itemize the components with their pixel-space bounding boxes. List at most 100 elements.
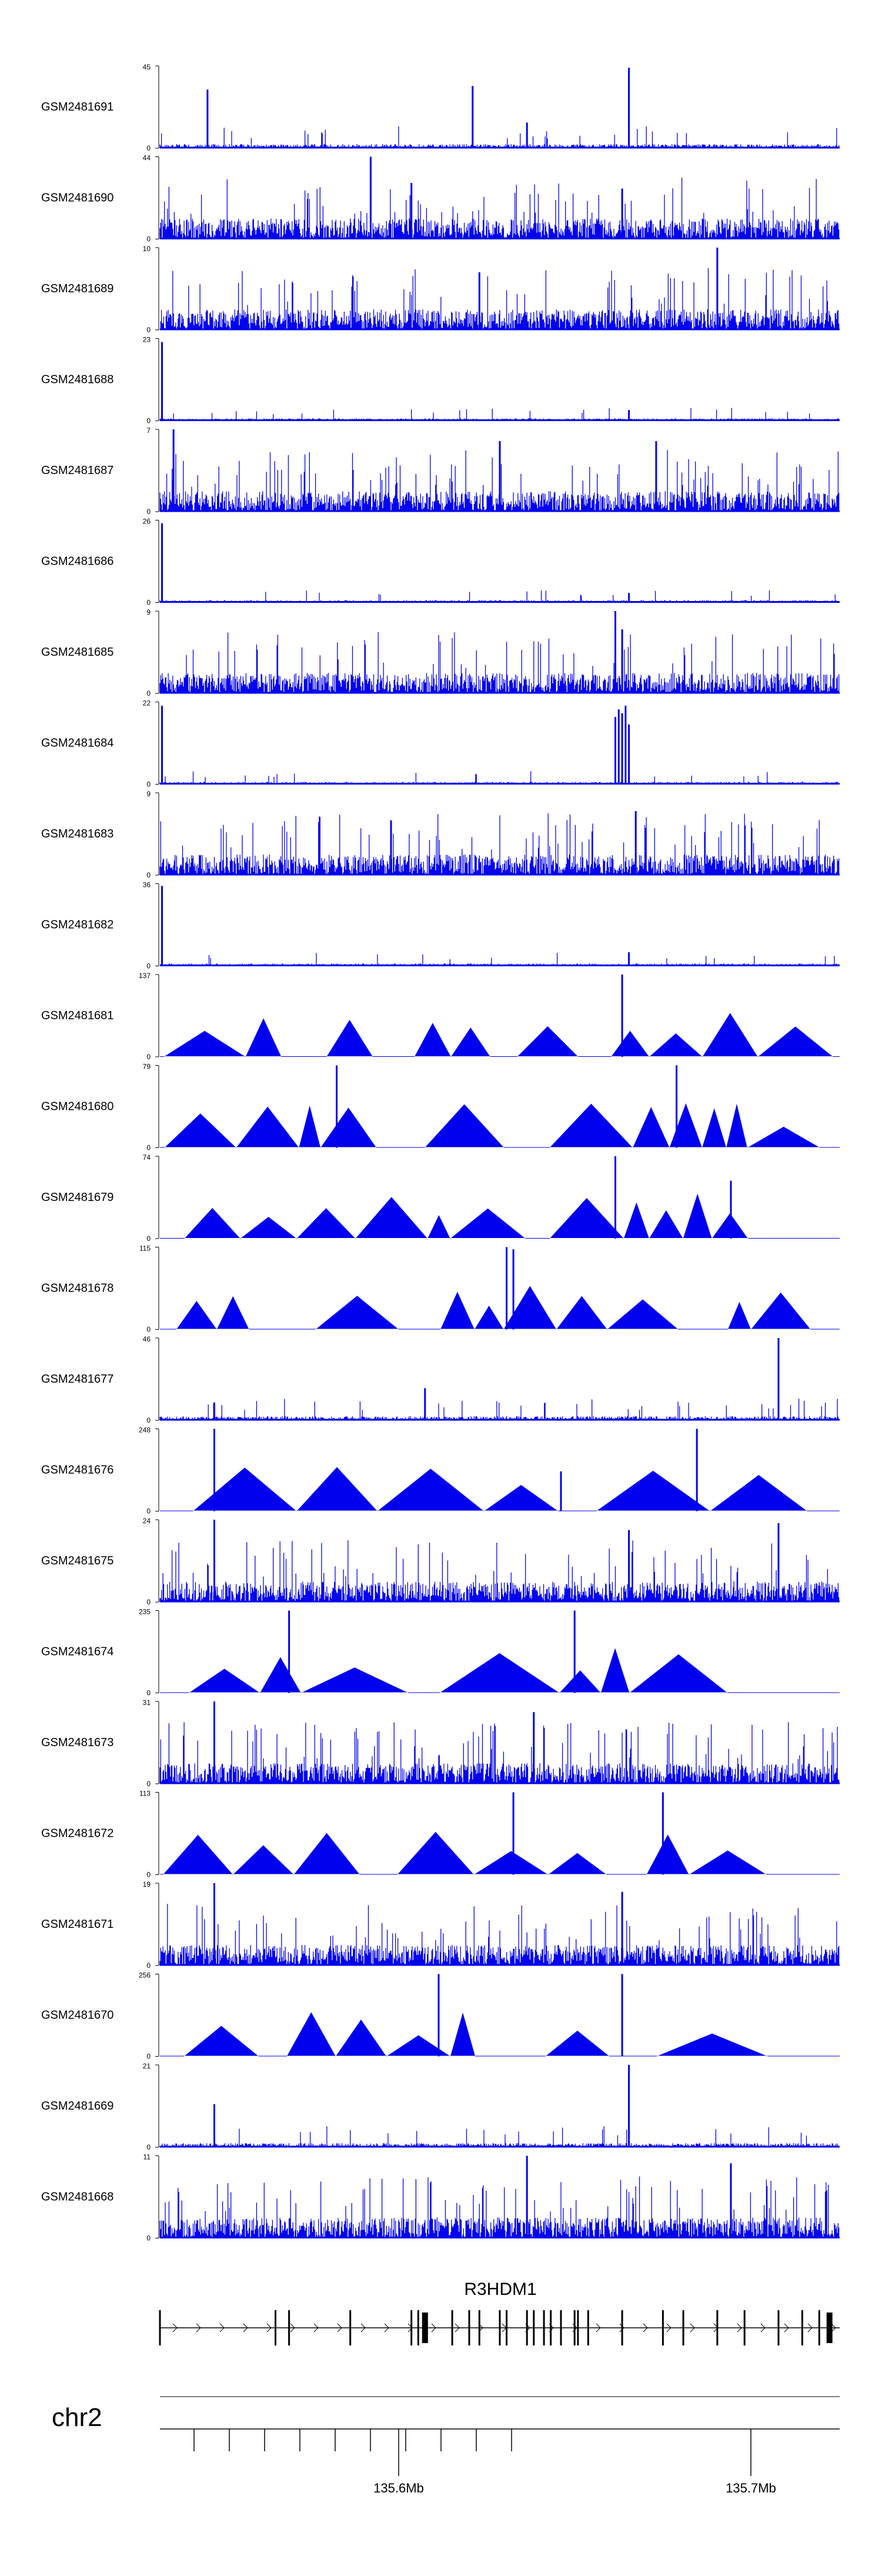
track-max-label: 256 xyxy=(139,1971,151,1980)
strand-arrow xyxy=(596,2323,601,2333)
strand-arrow xyxy=(619,2323,624,2333)
track-min-label: 0 xyxy=(146,1234,151,1243)
strand-arrow xyxy=(666,2323,671,2333)
gene-exon xyxy=(526,2310,528,2345)
track-label: GSM2481673 xyxy=(41,1736,113,1749)
gene-exon xyxy=(499,2310,501,2345)
track-GSM2481680: GSM2481680 79 0 xyxy=(41,1063,840,1152)
track-max-label: 46 xyxy=(143,1335,151,1343)
track-min-label: 0 xyxy=(146,235,151,243)
strand-arrow xyxy=(219,2323,225,2333)
track-min-label: 0 xyxy=(146,1961,151,1970)
track-max-label: 19 xyxy=(143,1880,151,1888)
strand-arrow xyxy=(243,2323,248,2333)
strand-arrow xyxy=(360,2323,366,2333)
track-min-label: 0 xyxy=(146,417,151,425)
signal-bars xyxy=(159,1904,840,1966)
track-min-label: 0 xyxy=(146,2143,151,2151)
track-min-label: 0 xyxy=(146,326,151,334)
gene-exon xyxy=(716,2310,719,2345)
signal-area xyxy=(160,1286,840,1330)
gene-exon xyxy=(417,2310,419,2345)
track-max-label: 137 xyxy=(139,972,151,980)
gene-exon xyxy=(349,2310,352,2345)
signal-area xyxy=(160,1467,840,1511)
track-label: GSM2481689 xyxy=(41,282,113,295)
track-GSM2481686: GSM2481686 26 0 xyxy=(41,518,840,607)
track-min-label: 0 xyxy=(146,1780,151,1788)
track-GSM2481675: GSM2481675 24 0 xyxy=(41,1517,840,1606)
track-GSM2481687: GSM2481687 7 0 xyxy=(41,426,840,516)
gene-exon xyxy=(743,2310,746,2345)
gene-exon xyxy=(159,2310,161,2345)
gene-exon xyxy=(826,2313,833,2343)
track-max-label: 9 xyxy=(146,790,151,798)
gene-exon xyxy=(662,2310,664,2345)
track-label: GSM2481682 xyxy=(41,919,113,932)
signal-area xyxy=(160,1193,840,1239)
track-GSM2481669: GSM2481669 21 0 xyxy=(41,2062,840,2151)
gene-exon xyxy=(422,2313,428,2343)
signal-area xyxy=(160,1103,840,1148)
gene-exon xyxy=(410,2310,413,2345)
track-max-label: 22 xyxy=(143,699,151,708)
track-max-label: 115 xyxy=(139,1244,151,1253)
track-label: GSM2481680 xyxy=(41,1100,113,1113)
track-max-label: 44 xyxy=(143,154,151,162)
strand-arrow xyxy=(313,2323,319,2333)
track-max-label: 113 xyxy=(139,1790,151,1798)
track-max-label: 7 xyxy=(146,426,151,435)
signal-bars xyxy=(159,2126,840,2147)
gene-exon xyxy=(560,2310,562,2345)
track-min-label: 0 xyxy=(146,1053,151,1061)
track-GSM2481674: GSM2481674 235 0 xyxy=(41,1608,840,1697)
track-label: GSM2481681 xyxy=(41,1009,113,1022)
strand-arrow xyxy=(337,2323,342,2333)
signal-bars xyxy=(159,813,840,875)
coordinate-tick-label: 135.6Mb xyxy=(373,2481,424,2495)
track-GSM2481671: GSM2481671 19 0 xyxy=(41,1880,840,1970)
signal-area xyxy=(160,1648,840,1693)
track-label: GSM2481669 xyxy=(41,2100,113,2113)
gene-exon xyxy=(777,2310,780,2345)
track-max-label: 23 xyxy=(143,336,151,344)
gene-exon xyxy=(468,2310,470,2345)
strand-arrow xyxy=(807,2323,813,2333)
gene-exon xyxy=(478,2310,480,2345)
track-min-label: 0 xyxy=(146,689,151,698)
track-label: GSM2481685 xyxy=(41,646,113,659)
signal-bars xyxy=(159,1540,840,1602)
gene-exon xyxy=(573,2310,576,2345)
track-max-label: 45 xyxy=(143,63,151,71)
track-GSM2481681: GSM2481681 137 0 xyxy=(41,972,840,1061)
signal-bars xyxy=(159,632,840,693)
gene-name-label: R3HDM1 xyxy=(464,2280,536,2299)
track-label: GSM2481688 xyxy=(41,373,113,386)
strand-arrow xyxy=(431,2323,436,2333)
track-max-label: 74 xyxy=(143,1153,151,1162)
strand-arrow xyxy=(172,2323,178,2333)
strand-arrow xyxy=(760,2323,766,2333)
signal-area xyxy=(160,2012,840,2057)
strand-arrow xyxy=(737,2323,742,2333)
track-min-label: 0 xyxy=(146,1598,151,1606)
signal-bars xyxy=(159,953,840,966)
gene-track: R3HDM1 xyxy=(159,2280,840,2345)
track-min-label: 0 xyxy=(146,1416,151,1424)
track-label: GSM2481684 xyxy=(41,737,113,750)
track-GSM2481672: GSM2481672 113 0 xyxy=(41,1790,840,1879)
strand-arrow xyxy=(290,2323,295,2333)
gene-exon xyxy=(288,2310,290,2345)
track-min-label: 0 xyxy=(146,144,151,152)
track-min-label: 0 xyxy=(146,780,151,789)
signal-tracks: GSM2481691450GSM2481690440GSM2481689100G… xyxy=(41,63,840,2243)
track-GSM2481677: GSM2481677 46 0 xyxy=(41,1335,840,1424)
track-label: GSM2481674 xyxy=(41,1646,113,1659)
gene-exon xyxy=(621,2310,623,2345)
track-max-label: 36 xyxy=(143,881,151,889)
gene-exon xyxy=(577,2310,579,2345)
gene-exon xyxy=(801,2310,803,2345)
track-min-label: 0 xyxy=(146,1507,151,1516)
track-max-label: 26 xyxy=(143,518,151,526)
